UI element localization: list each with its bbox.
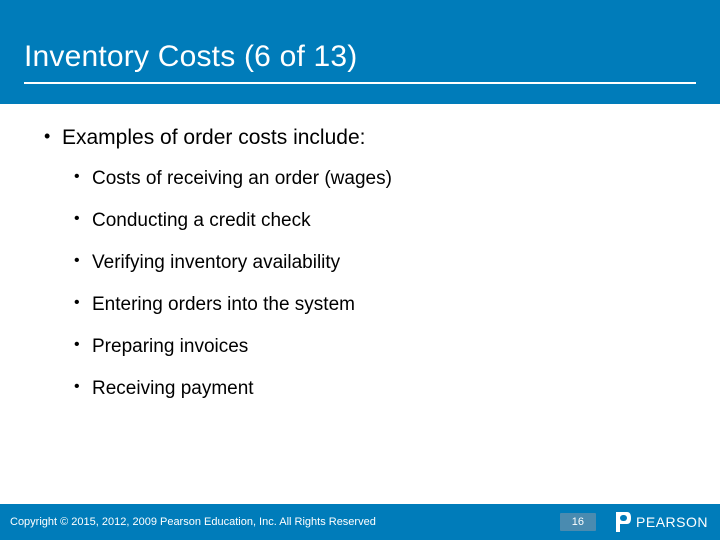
list-item: Conducting a credit check: [74, 210, 690, 232]
slide: Inventory Costs (6 of 13) Examples of or…: [0, 0, 720, 540]
copyright-text: Copyright © 2015, 2012, 2009 Pearson Edu…: [0, 516, 376, 528]
brand-logo: PEARSON: [614, 511, 708, 533]
brand-logo-text: PEARSON: [636, 514, 708, 530]
pearson-mark-icon: [614, 511, 632, 533]
list-item: Receiving payment: [74, 378, 690, 400]
title-underline: [24, 82, 696, 84]
footer-bar: Copyright © 2015, 2012, 2009 Pearson Edu…: [0, 504, 720, 540]
page-number-badge: 16: [560, 513, 596, 531]
header-band: Inventory Costs (6 of 13): [0, 0, 720, 104]
content-area: Examples of order costs include: Costs o…: [0, 104, 720, 504]
slide-title: Inventory Costs (6 of 13): [24, 40, 357, 74]
list-item: Costs of receiving an order (wages): [74, 168, 690, 190]
list-item: Verifying inventory availability: [74, 252, 690, 274]
lead-bullet: Examples of order costs include:: [44, 126, 690, 150]
list-item: Preparing invoices: [74, 336, 690, 358]
list-item: Entering orders into the system: [74, 294, 690, 316]
